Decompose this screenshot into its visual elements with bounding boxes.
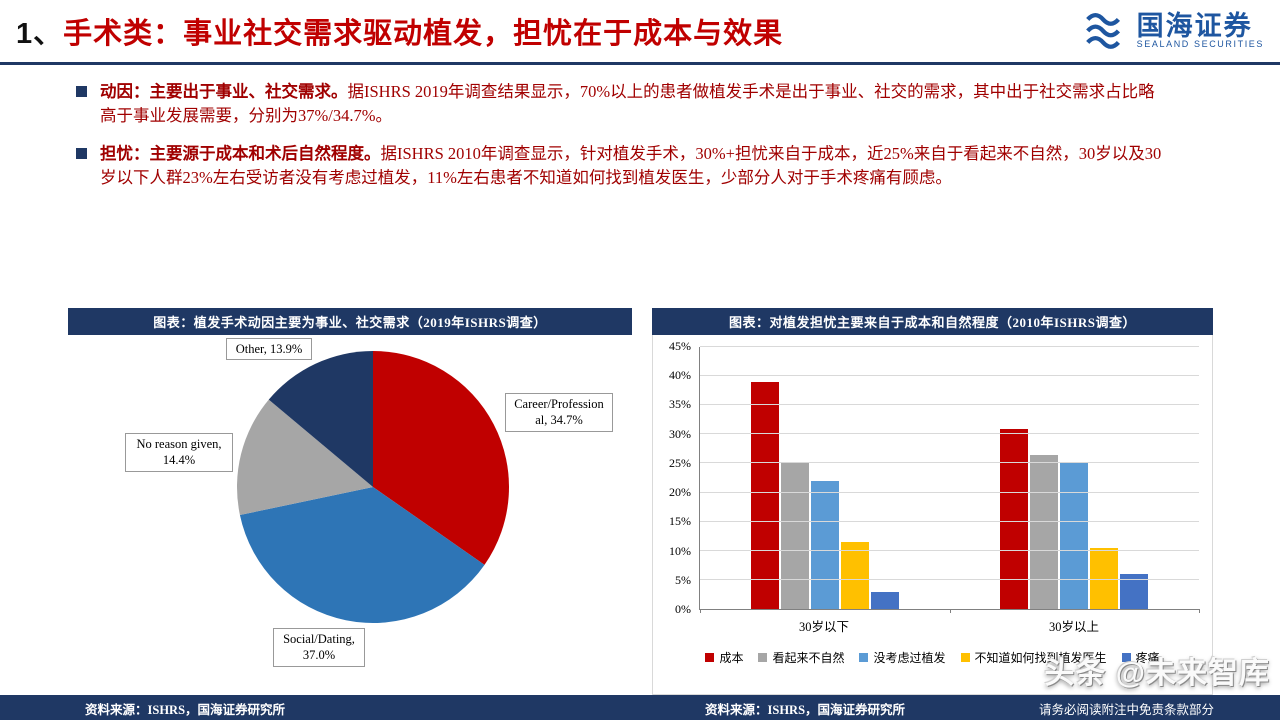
pie-chart bbox=[236, 351, 509, 623]
footer-bar: 资料来源：ISHRS，国海证券研究所 资料来源：ISHRS，国海证券研究所 请务… bbox=[0, 695, 1280, 720]
x-axis-category-label: 30岁以上 bbox=[1048, 620, 1099, 634]
bar-legend: 成本 看起来不自然 没考虑过植发 不知道如何找到植发医生 疼痛 bbox=[653, 649, 1212, 666]
bar-chart-panel: 图表：对植发担忧主要来自于成本和自然程度（2010年ISHRS调查） 0% 5% 1… bbox=[652, 308, 1213, 695]
page-title: 1、手术类：事业社交需求驱动植发，担忧在于成本与效果 bbox=[16, 10, 783, 52]
legend-swatch-icon bbox=[705, 653, 715, 662]
legend-label: 疼痛 bbox=[1135, 651, 1160, 665]
bullet-lead: 动因：主要出于事业、社交需求。 bbox=[100, 82, 348, 101]
bar-没考虑过植发-30岁以上 bbox=[1060, 463, 1089, 609]
bar-看起来不自然-30岁以下 bbox=[780, 463, 809, 609]
y-axis-tick-label: 10% bbox=[669, 543, 691, 558]
x-axis-labels: 30岁以下 30岁以上 bbox=[699, 616, 1199, 635]
logo-text: 国海证券 SEALAND SECURITIES bbox=[1137, 12, 1264, 50]
logo-name-cn: 国海证券 bbox=[1136, 11, 1253, 42]
bar-chart-title: 图表：对植发担忧主要来自于成本和自然程度（2010年ISHRS调查） bbox=[652, 308, 1213, 335]
pie-callout-no-reason: No reason given, 14.4% bbox=[125, 433, 233, 472]
y-axis-tick-label: 25% bbox=[669, 455, 691, 470]
pie-callout-social: Social/Dating, 37.0% bbox=[273, 628, 365, 667]
legend-label: 成本 bbox=[719, 651, 744, 665]
bar-不知道如何找到植发医生-30岁以下 bbox=[840, 542, 869, 609]
bullet-square-icon bbox=[76, 86, 87, 97]
bullet-body: 据ISHRS 2019年调查结果显示，70%以上的患者做植发手术是出于事业、社交… bbox=[100, 82, 1155, 126]
header: 1、手术类：事业社交需求驱动植发，担忧在于成本与效果 国海证券 SEALAND … bbox=[0, 0, 1280, 62]
bullet-text: 担忧：主要源于成本和术后自然程度。据ISHRS 2010年调查显示，针对植发手术… bbox=[100, 142, 1168, 191]
bar-成本-30岁以下 bbox=[750, 381, 779, 609]
page-title-text: 手术类：事业社交需求驱动植发，担忧在于成本与效果 bbox=[63, 18, 784, 50]
bar-不知道如何找到植发医生-30岁以上 bbox=[1090, 547, 1119, 609]
legend-label: 看起来不自然 bbox=[772, 651, 845, 665]
gridline bbox=[700, 346, 1199, 347]
pie-slice-career-professional bbox=[373, 351, 509, 565]
bullet-lead: 担忧：主要源于成本和术后自然程度。 bbox=[100, 143, 381, 163]
legend-item: 疼痛 bbox=[1121, 649, 1160, 666]
legend-item: 不知道如何找到植发医生 bbox=[960, 649, 1107, 666]
company-logo: 国海证券 SEALAND SECURITIES bbox=[1082, 6, 1264, 57]
bar-chart-body: 0% 5% 10% 15% 20% 25% 30% 35% 40% 45% 30岁以下 30岁以上 … bbox=[652, 335, 1213, 695]
legend-item: 看起来不自然 bbox=[758, 649, 844, 666]
y-axis-tick-label: 35% bbox=[669, 397, 691, 412]
y-axis-tick-label: 15% bbox=[669, 514, 691, 529]
bar-疼痛-30岁以下 bbox=[870, 591, 899, 609]
y-axis-tick-label: 30% bbox=[669, 426, 691, 441]
bullet-square-icon bbox=[76, 147, 87, 159]
watermark: 头条 @未来智库 bbox=[1044, 657, 1270, 690]
pie-chart-body: Other, 13.9% Career/Profession al, 34.7%… bbox=[68, 335, 632, 695]
bar-看起来不自然-30岁以上 bbox=[1030, 454, 1059, 609]
bar-成本-30岁以上 bbox=[1000, 428, 1029, 609]
bar-group-0 bbox=[700, 347, 950, 609]
bullet-concern: 担忧：主要源于成本和术后自然程度。据ISHRS 2010年调查显示，针对植发手术… bbox=[76, 142, 1168, 191]
legend-label: 没考虑过植发 bbox=[873, 651, 946, 665]
pie-slice-no-reason-given bbox=[236, 399, 373, 515]
y-axis: 0% 5% 10% 15% 20% 25% 30% 35% 40% 45% bbox=[653, 339, 695, 616]
legend-swatch-icon bbox=[960, 653, 970, 662]
gridline bbox=[700, 520, 1199, 522]
gridline bbox=[700, 549, 1199, 551]
disclaimer-note: 请务必阅读附注中免责条款部分 bbox=[1038, 703, 1214, 717]
x-axis-tick bbox=[949, 609, 951, 613]
header-divider bbox=[0, 62, 1280, 65]
bullet-body: 据ISHRS 2010年调查显示，针对植发手术，30%+担忧来自于成本，近25%… bbox=[100, 143, 1162, 188]
x-axis-category-label: 30岁以下 bbox=[798, 620, 849, 634]
pie-callout-career: Career/Profession al, 34.7% bbox=[505, 393, 613, 432]
y-axis-tick-label: 0% bbox=[675, 602, 691, 616]
summary-bullets: 动因：主要出于事业、社交需求。据ISHRS 2019年调查结果显示，70%以上的… bbox=[76, 80, 1168, 204]
source-note-right: 资料来源：ISHRS，国海证券研究所 bbox=[705, 703, 906, 717]
gridline bbox=[700, 433, 1199, 435]
legend-swatch-icon bbox=[758, 653, 768, 662]
bar-group-1 bbox=[950, 347, 1200, 609]
legend-item: 没考虑过植发 bbox=[859, 649, 946, 666]
y-axis-tick-label: 5% bbox=[675, 572, 691, 587]
x-axis-tick bbox=[1199, 609, 1200, 613]
pie-slice-social-dating bbox=[239, 487, 485, 623]
pie-callout-other: Other, 13.9% bbox=[226, 338, 312, 361]
sealand-wave-icon bbox=[1082, 6, 1128, 57]
bar-没考虑过植发-30岁以下 bbox=[810, 480, 839, 609]
bar-groups bbox=[700, 347, 1199, 609]
x-axis-tick bbox=[700, 609, 701, 613]
source-note-left: 资料来源：ISHRS，国海证券研究所 bbox=[85, 703, 286, 717]
page-title-number: 1、 bbox=[16, 18, 64, 50]
pie-chart-title: 图表：植发手术动因主要为事业、社交需求（2019年ISHRS调查） bbox=[68, 308, 632, 335]
y-axis-tick-label: 40% bbox=[669, 368, 691, 383]
legend-swatch-icon bbox=[1121, 653, 1131, 662]
gridline bbox=[700, 462, 1199, 464]
gridline bbox=[700, 491, 1199, 493]
gridline bbox=[700, 578, 1199, 580]
gridline bbox=[700, 375, 1199, 377]
bar-plot-area bbox=[699, 346, 1200, 613]
bullet-text: 动因：主要出于事业、社交需求。据ISHRS 2019年调查结果显示，70%以上的… bbox=[100, 80, 1168, 129]
legend-swatch-icon bbox=[859, 653, 869, 662]
gridline bbox=[700, 404, 1199, 406]
bullet-motivation: 动因：主要出于事业、社交需求。据ISHRS 2019年调查结果显示，70%以上的… bbox=[76, 80, 1168, 129]
legend-item: 成本 bbox=[705, 649, 743, 666]
y-axis-tick-label: 20% bbox=[669, 485, 691, 500]
pie-chart-panel: 图表：植发手术动因主要为事业、社交需求（2019年ISHRS调查） Other,… bbox=[68, 308, 632, 695]
legend-label: 不知道如何找到植发医生 bbox=[974, 651, 1107, 665]
pie-slice-other bbox=[268, 351, 373, 487]
bar-疼痛-30岁以上 bbox=[1120, 574, 1149, 609]
y-axis-tick-label: 45% bbox=[669, 339, 691, 353]
logo-name-en: SEALAND SECURITIES bbox=[1136, 39, 1264, 50]
